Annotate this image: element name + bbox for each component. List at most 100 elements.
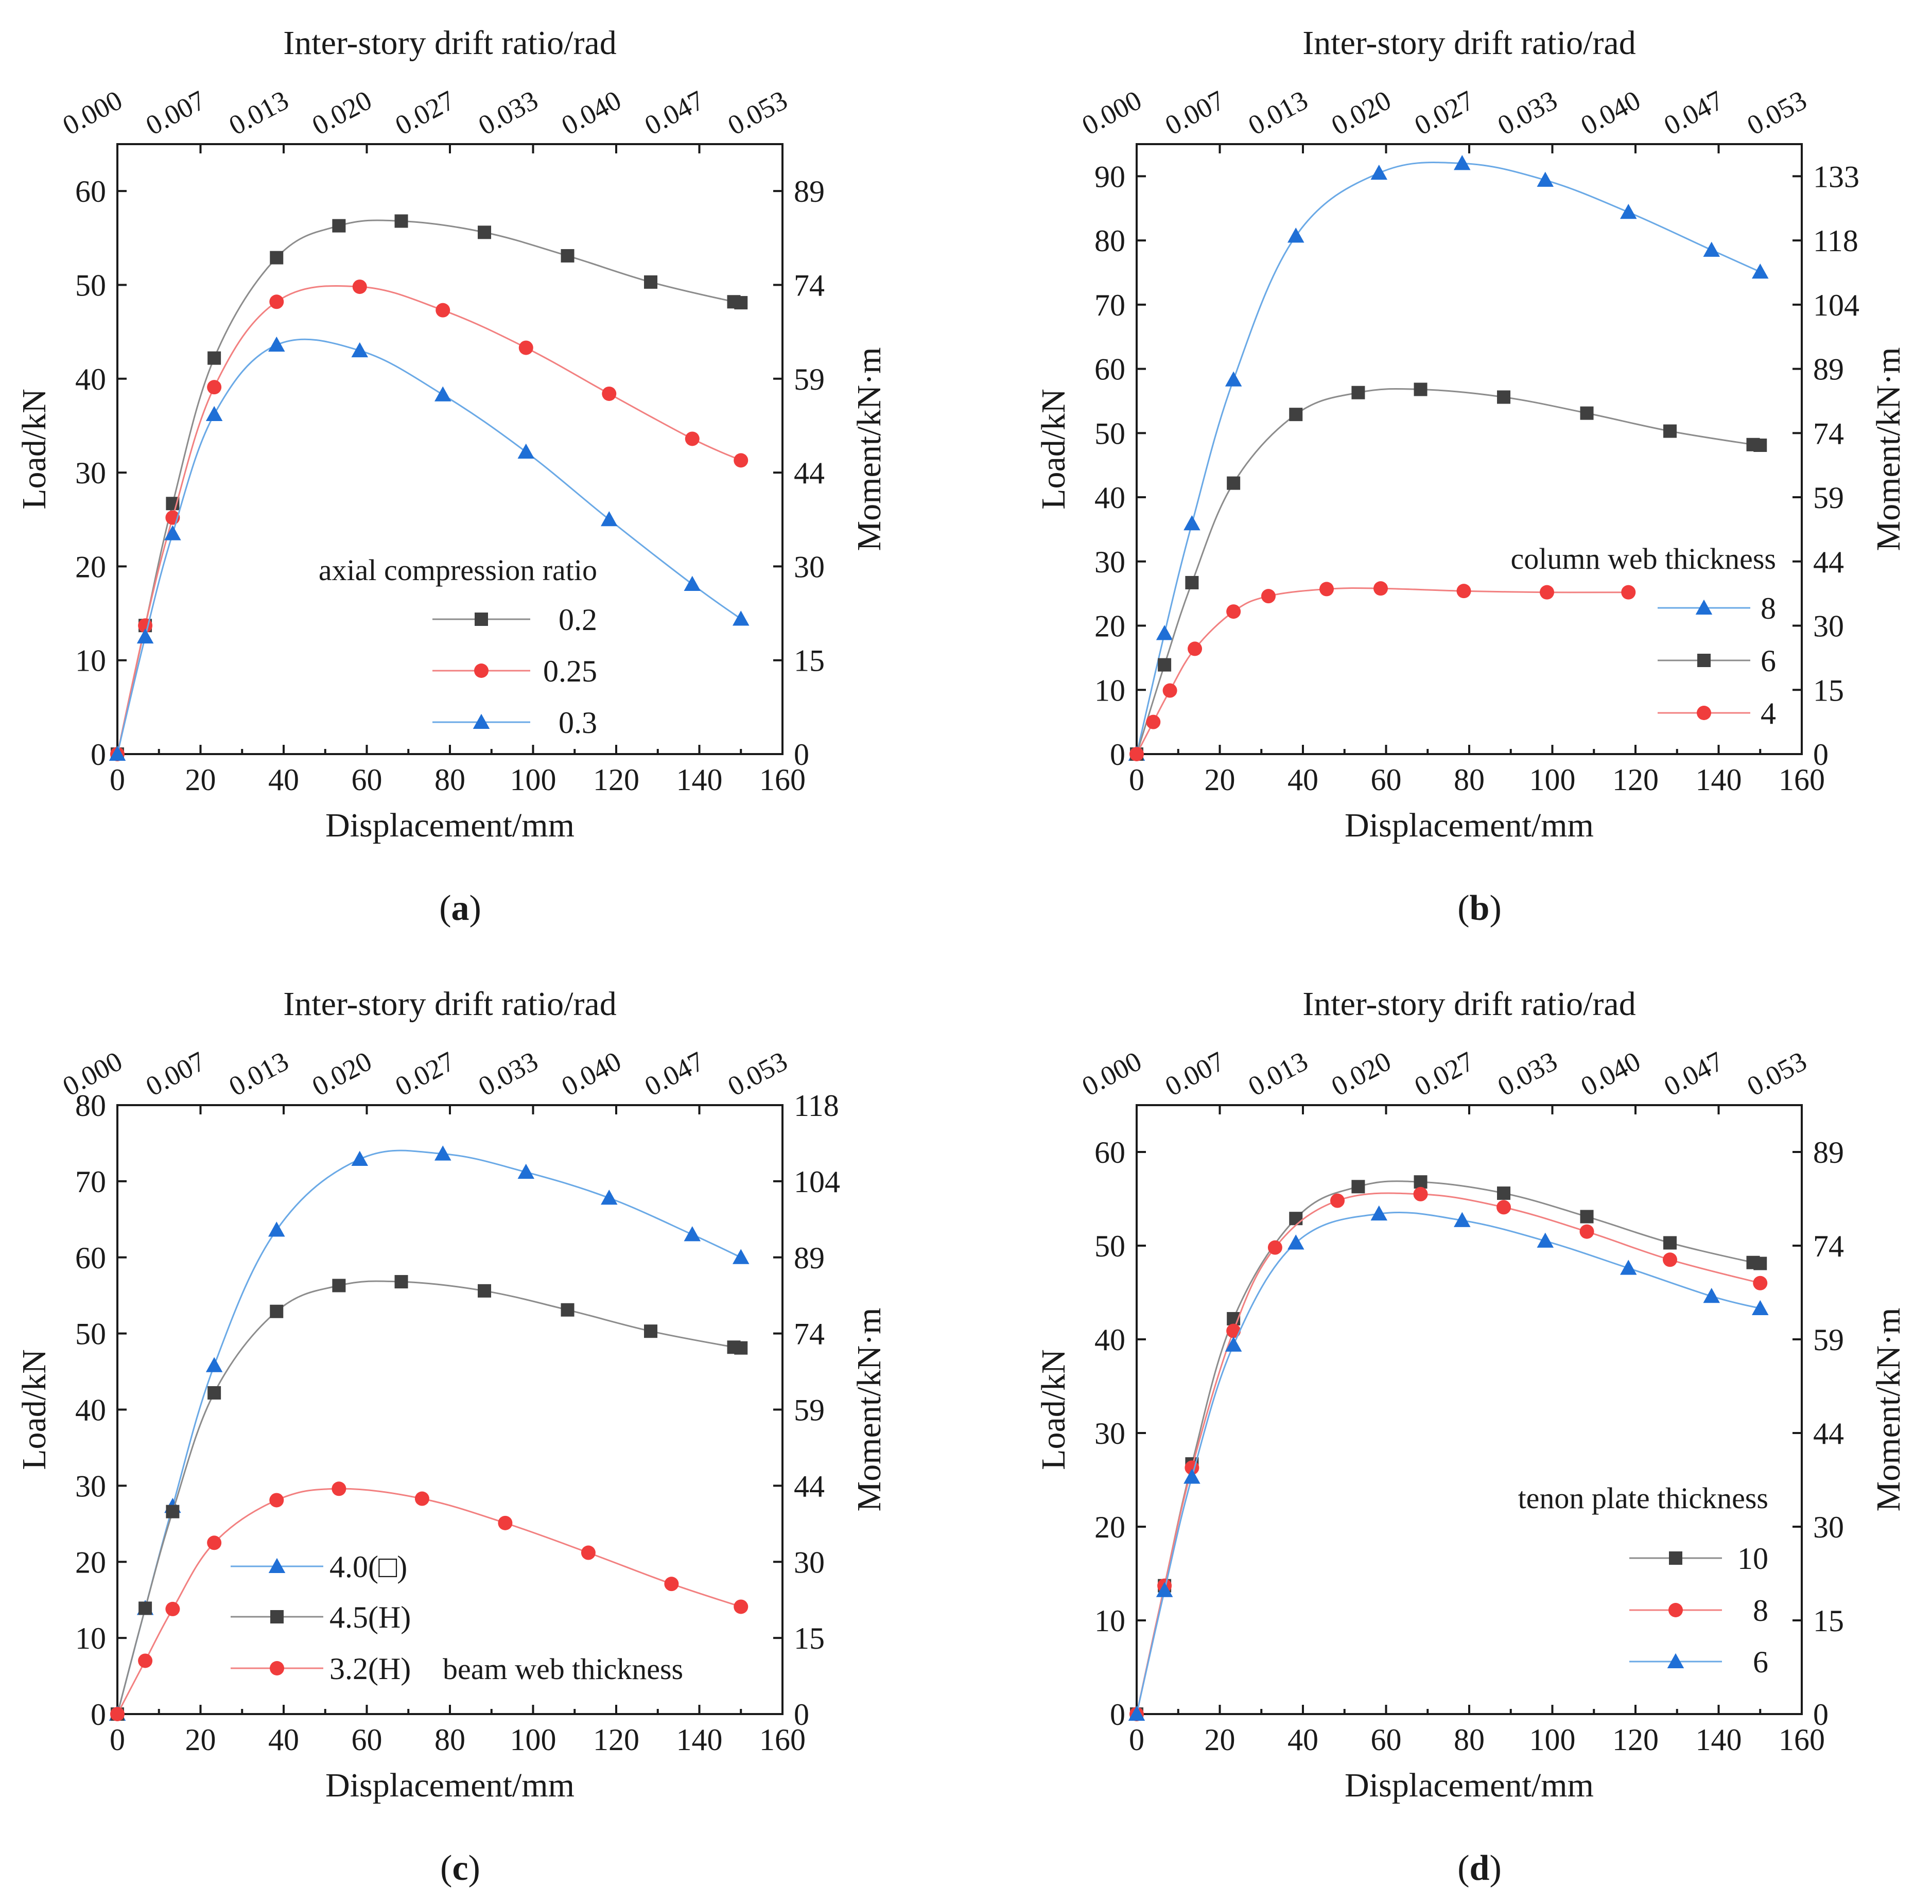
top-tick-label: 0.007 (1160, 84, 1229, 141)
right-tick-label: 44 (794, 1469, 825, 1503)
legend-marker (473, 713, 490, 729)
data-point (351, 1150, 369, 1166)
top-tick-label: 0.020 (307, 84, 376, 141)
data-point (1497, 390, 1511, 404)
data-point (1703, 1288, 1720, 1303)
y-tick-label: 40 (75, 362, 106, 396)
legend-label: 6 (1761, 644, 1776, 678)
y-tick-label: 60 (1094, 353, 1125, 387)
x-tick-label: 100 (1529, 1723, 1576, 1757)
data-point (270, 1304, 284, 1318)
x-tick-label: 0 (110, 763, 125, 797)
right-tick-label: 133 (1813, 160, 1859, 194)
legend-c: 4.0(□) 4.5(H) 3.2(H) beam web thickness (231, 1550, 683, 1686)
data-point (1156, 625, 1173, 640)
series-line (1136, 1211, 1761, 1715)
y-tick-label: 0 (1110, 1698, 1125, 1732)
x-tick-label: 160 (759, 1723, 806, 1757)
right-tick-label: 0 (794, 1698, 809, 1732)
y-tick-label: 40 (75, 1393, 106, 1427)
panel-caption: (c) (440, 1848, 480, 1888)
top-axis-title: Inter-story drift ratio/rad (1302, 985, 1635, 1023)
plot-frame (116, 1104, 784, 1715)
data-point (1330, 1193, 1345, 1208)
right-tick-label: 118 (1813, 224, 1858, 258)
data-point (734, 296, 748, 310)
data-point (207, 351, 221, 365)
series-c-2 (110, 1481, 749, 1721)
top-tick-label: 0.047 (1659, 1045, 1728, 1102)
right-tick-label: 15 (1813, 1604, 1844, 1638)
x-axis-title: Displacement/mm (1345, 807, 1594, 844)
caption-letter: c (452, 1848, 468, 1888)
data-point (1540, 585, 1555, 600)
right-axis-title: Moment/kN·m (1870, 347, 1907, 551)
legend-label: 0.25 (543, 654, 597, 688)
x-tick-label: 0 (1129, 1723, 1144, 1757)
legend-label: 4.0(□) (329, 1550, 407, 1584)
data-point (1753, 439, 1767, 452)
top-tick-label: 0.047 (1659, 84, 1728, 141)
right-tick-label: 59 (1813, 481, 1844, 515)
right-tick-label: 30 (1813, 1510, 1844, 1544)
x-tick-label: 60 (352, 763, 382, 797)
legend-label: 3.2(H) (329, 1652, 411, 1686)
top-tick-label: 0.000 (1077, 1045, 1146, 1102)
top-tick-label: 0.047 (639, 84, 709, 141)
caption-paren-open: ( (1457, 1848, 1469, 1888)
top-tick-label: 0.013 (1243, 84, 1313, 141)
y-tick-label: 80 (75, 1089, 106, 1123)
caption-paren-close: ) (469, 888, 481, 928)
series-line (116, 219, 744, 755)
right-tick-label: 89 (794, 174, 825, 208)
y-tick-label: 30 (75, 1469, 106, 1503)
y-tick-label: 80 (1094, 224, 1125, 258)
series-line (1136, 388, 1763, 755)
legend-label: 0.2 (559, 603, 597, 637)
legend-marker (474, 663, 489, 678)
legend-label: 4.5(H) (329, 1600, 411, 1634)
data-point (734, 453, 749, 468)
y-tick-label: 10 (1094, 1604, 1125, 1638)
data-point (1289, 408, 1303, 422)
data-point (602, 386, 617, 401)
panel-d: 0 20 40 60 80 100 120 140 1600102030405060015304… (1035, 985, 1907, 1888)
data-point (1370, 164, 1388, 180)
data-point (1537, 1232, 1554, 1248)
data-point (332, 1279, 346, 1292)
series-d-1 (1129, 1186, 1768, 1721)
data-point (1497, 1186, 1511, 1200)
data-point (664, 1577, 679, 1592)
top-tick-label: 0.053 (723, 84, 792, 141)
right-tick-label: 44 (1813, 545, 1844, 579)
x-tick-label: 80 (434, 1723, 465, 1757)
y-tick-label: 30 (75, 456, 106, 490)
x-tick-label: 60 (352, 1723, 382, 1757)
y-tick-label: 20 (75, 1545, 106, 1579)
data-point (601, 1190, 618, 1205)
data-point (518, 340, 533, 355)
top-tick-label: 0.013 (224, 1045, 293, 1102)
caption-letter: a (451, 888, 469, 928)
top-tick-label: 0.047 (639, 1045, 709, 1102)
data-point (268, 1221, 285, 1237)
top-tick-label: 0.040 (556, 1045, 626, 1102)
data-point (1225, 1336, 1242, 1352)
data-point (270, 251, 284, 265)
legend-label: 0.3 (559, 706, 597, 740)
x-tick-label: 80 (1454, 763, 1485, 797)
right-tick-label: 104 (794, 1165, 840, 1199)
x-tick-label: 140 (1696, 763, 1742, 797)
data-point (478, 225, 492, 239)
right-tick-label: 89 (1813, 353, 1844, 387)
legend-label: 6 (1753, 1645, 1768, 1679)
legend-title: tenon plate thickness (1518, 1481, 1768, 1515)
data-point (478, 1284, 492, 1298)
top-tick-label: 0.007 (141, 1045, 210, 1102)
data-point (1414, 1175, 1428, 1189)
data-point (1454, 155, 1471, 170)
x-tick-label: 100 (1529, 763, 1576, 797)
top-axis-title: Inter-story drift ratio/rad (283, 985, 616, 1023)
top-tick-label: 0.020 (1326, 84, 1396, 141)
x-tick-label: 40 (1287, 1723, 1318, 1757)
